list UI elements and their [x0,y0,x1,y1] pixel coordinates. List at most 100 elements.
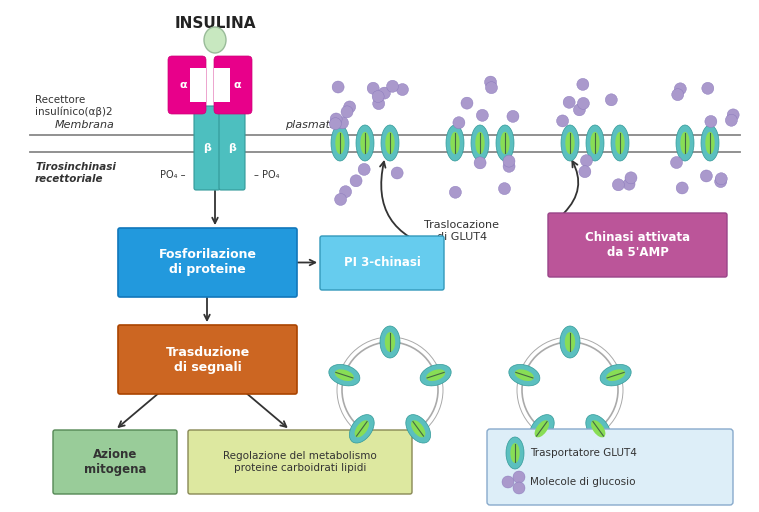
Text: α: α [179,80,187,90]
Circle shape [578,97,590,110]
Circle shape [715,176,726,187]
Circle shape [623,178,635,190]
Ellipse shape [586,415,611,443]
Text: Trasduzione
di segnali: Trasduzione di segnali [165,346,250,373]
Ellipse shape [331,125,349,161]
Circle shape [449,186,461,198]
Ellipse shape [380,326,400,358]
Circle shape [705,116,716,127]
Ellipse shape [510,443,520,463]
Circle shape [461,97,473,109]
FancyBboxPatch shape [548,213,727,277]
Circle shape [358,163,370,176]
Ellipse shape [586,125,604,161]
Text: Recettore
insulínico(αβ)2: Recettore insulínico(αβ)2 [35,95,112,117]
FancyBboxPatch shape [214,56,252,114]
Circle shape [503,155,515,167]
Circle shape [676,182,688,194]
Circle shape [613,179,625,191]
Ellipse shape [529,415,554,443]
Circle shape [484,76,496,88]
Ellipse shape [496,125,514,161]
Ellipse shape [204,27,226,53]
Circle shape [336,117,348,129]
Circle shape [339,186,351,198]
Circle shape [350,175,362,187]
Text: Membrana: Membrana [55,120,115,130]
Circle shape [335,194,347,205]
Ellipse shape [475,132,485,154]
Text: Fosforilazione
di proteine: Fosforilazione di proteine [159,248,257,276]
Ellipse shape [515,369,534,381]
Ellipse shape [450,132,460,154]
FancyBboxPatch shape [53,430,177,494]
Text: Azione
mitogena: Azione mitogena [83,448,146,476]
Circle shape [372,91,384,102]
Circle shape [330,113,342,125]
Ellipse shape [565,132,575,154]
Circle shape [386,80,398,92]
Ellipse shape [354,420,369,437]
Circle shape [477,110,488,121]
Circle shape [727,109,739,121]
Text: β: β [203,143,211,153]
Ellipse shape [406,415,430,443]
Circle shape [502,476,514,488]
Circle shape [606,94,617,106]
Ellipse shape [534,420,549,437]
Circle shape [577,78,589,91]
FancyBboxPatch shape [487,429,733,505]
Circle shape [486,82,497,94]
Circle shape [367,82,380,94]
Circle shape [503,160,515,173]
Ellipse shape [701,125,719,161]
Ellipse shape [329,365,360,386]
FancyBboxPatch shape [214,68,230,102]
Ellipse shape [676,125,694,161]
Circle shape [581,155,593,167]
FancyBboxPatch shape [194,106,220,190]
Circle shape [507,111,519,122]
Text: plasmatica: plasmatica [285,120,346,130]
FancyBboxPatch shape [219,106,245,190]
Circle shape [513,471,525,483]
Ellipse shape [385,332,395,352]
Circle shape [674,83,686,95]
Circle shape [670,157,682,168]
Circle shape [391,167,403,179]
Text: Trasportatore GLUT4: Trasportatore GLUT4 [530,448,637,458]
FancyBboxPatch shape [320,236,444,290]
Text: Chinasi attivata
da 5'AMP: Chinasi attivata da 5'AMP [585,231,690,259]
Circle shape [563,96,575,108]
FancyBboxPatch shape [188,430,412,494]
Circle shape [579,166,591,178]
Ellipse shape [611,125,629,161]
Ellipse shape [471,125,489,161]
Circle shape [332,81,344,93]
Text: PO₄ –: PO₄ – [159,170,185,180]
Circle shape [556,115,568,127]
Circle shape [715,173,727,185]
Circle shape [379,87,390,99]
Text: β: β [228,143,236,153]
Ellipse shape [349,415,374,443]
Ellipse shape [509,365,540,386]
Ellipse shape [411,420,425,437]
Ellipse shape [591,132,600,154]
Text: PI 3-chinasi: PI 3-chinasi [344,257,420,269]
Circle shape [453,117,465,129]
Circle shape [373,98,385,110]
Circle shape [701,170,713,182]
Ellipse shape [616,132,625,154]
Ellipse shape [335,369,354,381]
Text: Regolazione del metabolismo
proteine carboidrati lipidi: Regolazione del metabolismo proteine car… [223,451,377,473]
Text: – PO₄: – PO₄ [254,170,279,180]
Ellipse shape [386,132,395,154]
Ellipse shape [500,132,510,154]
Ellipse shape [356,125,374,161]
FancyBboxPatch shape [168,56,206,114]
Text: Traslocazione
di GLUT4: Traslocazione di GLUT4 [424,220,499,242]
Circle shape [341,106,353,118]
Ellipse shape [560,326,580,358]
Circle shape [329,118,342,130]
